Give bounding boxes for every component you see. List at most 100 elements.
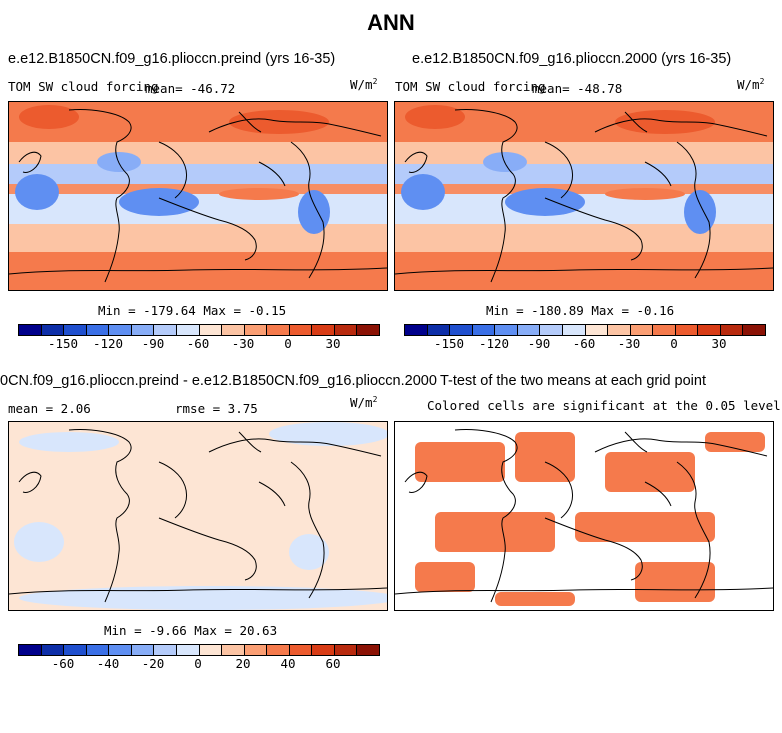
blob-maritime-continent <box>119 188 199 216</box>
units-label-top-left: W/m2 <box>350 77 378 93</box>
panel-title-bottom-right: T-test of the two means at each grid poi… <box>440 373 706 389</box>
colorbar-top-right <box>404 324 766 336</box>
significant-region <box>605 452 695 492</box>
colorbar-cell <box>720 325 744 335</box>
colorbar-tick-label: -120 <box>478 336 510 351</box>
coastline <box>544 197 643 261</box>
coastline <box>676 141 711 279</box>
diff-blob-south <box>19 586 387 610</box>
colorbar-tick-label: -120 <box>92 336 124 351</box>
colorbar-cell <box>244 645 268 655</box>
colorbar-tick-label: -60 <box>186 336 210 351</box>
band-subtropic-south <box>395 194 773 224</box>
map-top-left <box>8 101 388 291</box>
coastline <box>624 431 648 453</box>
significant-region <box>415 442 505 482</box>
mean-label-top-left: mean= -46.72 <box>145 81 236 96</box>
coastline <box>238 111 262 133</box>
colorbar-cell <box>405 325 428 335</box>
mean-label-bottom-left: mean = 2.06 <box>8 401 91 416</box>
coastline <box>644 161 672 187</box>
coastline <box>158 461 188 519</box>
coastline <box>68 429 132 603</box>
coastline <box>68 109 132 283</box>
colorbar-tick-label: 30 <box>325 336 341 351</box>
coastline <box>624 111 648 133</box>
coastline <box>404 151 428 173</box>
colorbar-tick-label: -90 <box>527 336 551 351</box>
colorbar-cell <box>109 325 132 335</box>
colorbar-tick-label: 20 <box>235 656 251 671</box>
coastline <box>290 461 325 599</box>
panel-subtitle-bottom-right: Colored cells are significant at the 0.0… <box>427 398 781 413</box>
units-label-bottom-left: W/m2 <box>350 395 378 411</box>
colorbar-tick-label: 0 <box>670 336 678 351</box>
band-south-mid <box>395 224 773 252</box>
blob-north-pacific <box>229 110 329 134</box>
blob-north-pacific <box>615 110 715 134</box>
colorbar-tick-label: -150 <box>433 336 465 351</box>
colorbar-cell <box>743 325 765 335</box>
diff-blob-south-america <box>289 534 329 570</box>
map-top-right <box>394 101 774 291</box>
coastline <box>158 197 257 261</box>
colorbar-cell <box>154 645 177 655</box>
colorbar-cell <box>653 325 676 335</box>
colorbar-tick-label: 30 <box>711 336 727 351</box>
colorbar-cell <box>585 325 609 335</box>
colorbar-cell <box>222 325 245 335</box>
colorbar-cell <box>41 645 65 655</box>
blob-south-america <box>684 190 716 234</box>
significant-region <box>415 562 475 592</box>
colorbar-tick-label: -150 <box>47 336 79 351</box>
colorbar-cell <box>64 325 87 335</box>
colorbar-tick-label: -60 <box>572 336 596 351</box>
band-south-mid <box>9 224 387 252</box>
colorbar-cell <box>472 325 496 335</box>
coastline <box>454 109 518 283</box>
colorbar-cell <box>427 325 451 335</box>
diff-blob-north-west <box>19 432 119 452</box>
map-bottom-right <box>394 421 774 611</box>
colorbar-cell <box>154 325 177 335</box>
panel-title-top-right: e.e12.B1850CN.f09_g16.plioccn.2000 (yrs … <box>412 51 732 67</box>
blob-east-pacific <box>605 188 685 200</box>
colorbar-cell <box>630 325 654 335</box>
variable-label-top-right: TOM SW cloud forcing <box>395 79 546 94</box>
colorbar-tick-label: -30 <box>617 336 641 351</box>
colorbar-tick-label: 0 <box>194 656 202 671</box>
colorbar-cell <box>357 325 379 335</box>
field-bottom-right <box>395 429 773 606</box>
colorbar-tick-label: 60 <box>325 656 341 671</box>
minmax-bottom-left: Min = -9.66 Max = 20.63 <box>104 623 278 638</box>
coastline <box>594 438 768 457</box>
coastline <box>18 471 42 493</box>
band-subtropic-north <box>9 164 387 184</box>
colorbar-cell <box>222 645 245 655</box>
coastline <box>238 431 262 453</box>
colorbar-cell <box>289 645 313 655</box>
minmax-top-right: Min = -180.89 Max = -0.16 <box>486 303 675 318</box>
diff-blob-africa <box>14 522 64 562</box>
colorbar-cell <box>109 645 132 655</box>
minmax-top-left: Min = -179.64 Max = -0.15 <box>98 303 287 318</box>
colorbar-cell <box>19 325 42 335</box>
coastline <box>258 161 286 187</box>
colorbar-tick-label: -60 <box>51 656 75 671</box>
blob-east-pacific <box>219 188 299 200</box>
coastline <box>18 151 42 173</box>
colorbar-cell <box>131 645 155 655</box>
variable-label-top-left: TOM SW cloud forcing <box>8 79 159 94</box>
colorbar-cell <box>698 325 721 335</box>
colorbar-cell <box>675 325 699 335</box>
field-top-right <box>395 102 773 290</box>
colorbar-cell <box>312 325 335 335</box>
coastline <box>544 141 574 199</box>
coastline <box>208 118 382 137</box>
colorbar-cell <box>334 645 358 655</box>
colorbar-cell <box>450 325 473 335</box>
colorbar-cell <box>199 645 223 655</box>
colorbar-cell <box>176 645 200 655</box>
map-bottom-left <box>8 421 388 611</box>
field-bottom-left <box>9 422 387 610</box>
